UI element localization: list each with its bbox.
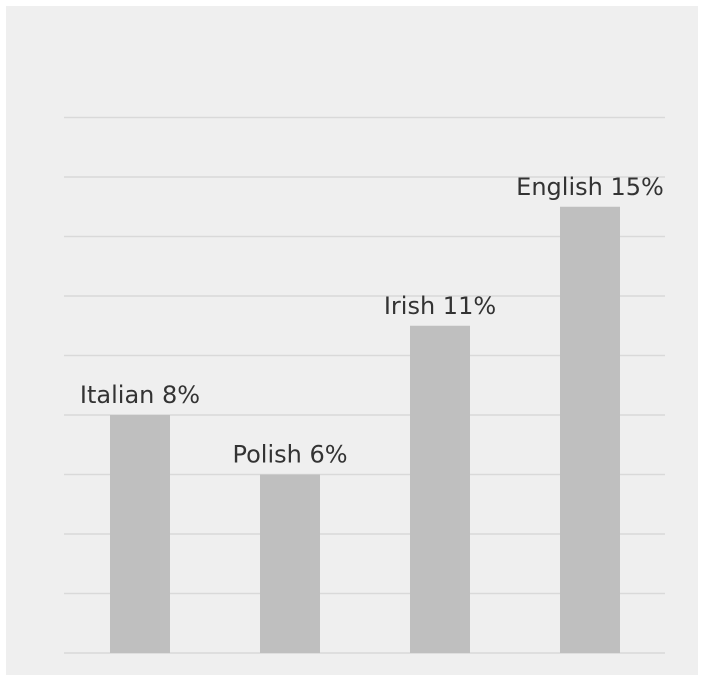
bar-italian <box>110 415 170 653</box>
bar-irish <box>410 325 470 653</box>
bar-english <box>560 206 620 653</box>
bar-polish <box>260 474 320 653</box>
data-label-polish: Polish 6% <box>232 441 347 469</box>
data-label-irish: Irish 11% <box>384 292 496 320</box>
data-label-italian: Italian 8% <box>80 381 200 409</box>
data-label-english: English 15% <box>516 173 664 201</box>
data-labels: Italian 8% Polish 6% Irish 11% English 15% <box>80 173 664 469</box>
bars <box>110 206 620 653</box>
